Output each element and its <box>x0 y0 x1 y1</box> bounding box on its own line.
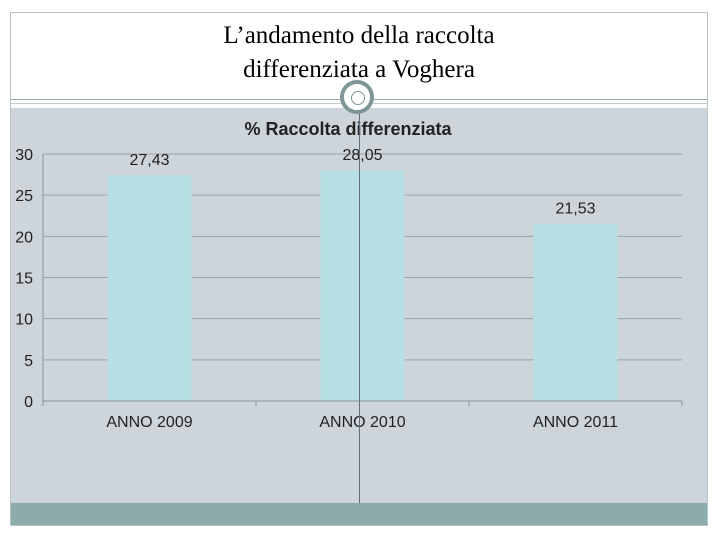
y-tick-label: 25 <box>15 188 33 205</box>
ring-icon <box>340 80 374 114</box>
y-tick-label: 5 <box>24 353 33 370</box>
ring-inner <box>351 91 365 105</box>
data-label: 27,43 <box>129 152 169 169</box>
axes: 0 5 10 15 20 25 30 ANNO 2009 ANNO 2010 ANNO 2011 <box>15 147 683 431</box>
data-labels: 27,43 28,05 21,53 <box>129 147 595 218</box>
bar <box>533 223 618 401</box>
x-tick-label: ANNO 2009 <box>106 414 192 431</box>
data-label: 21,53 <box>555 201 595 218</box>
y-tick-label: 20 <box>15 229 33 246</box>
bar <box>320 170 405 401</box>
y-tick-label: 15 <box>15 271 33 288</box>
bar <box>107 175 192 401</box>
title-line-1: L’andamento della raccolta <box>223 22 495 49</box>
y-tick-label: 10 <box>15 312 33 329</box>
slide-title: L’andamento della raccolta differenziata… <box>11 13 707 99</box>
title-line-2: differenziata a Voghera <box>243 56 475 83</box>
y-tick-label: 30 <box>15 147 33 164</box>
x-tick-label: ANNO 2011 <box>533 414 618 431</box>
bars <box>107 170 618 401</box>
footer-bar <box>11 503 707 525</box>
chart-title: % Raccolta differenziata <box>244 119 452 139</box>
x-tick-label: ANNO 2010 <box>319 414 405 431</box>
data-label: 28,05 <box>342 147 382 164</box>
y-tick-label: 0 <box>24 394 33 411</box>
vertical-guide-line <box>359 108 360 503</box>
